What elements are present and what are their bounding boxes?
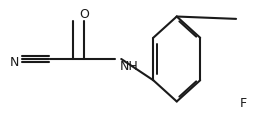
- Text: NH: NH: [120, 60, 138, 73]
- Text: N: N: [10, 56, 19, 69]
- Text: O: O: [79, 8, 89, 21]
- Text: F: F: [240, 97, 247, 110]
